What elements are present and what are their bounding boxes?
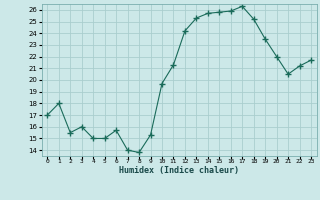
X-axis label: Humidex (Indice chaleur): Humidex (Indice chaleur) (119, 166, 239, 175)
